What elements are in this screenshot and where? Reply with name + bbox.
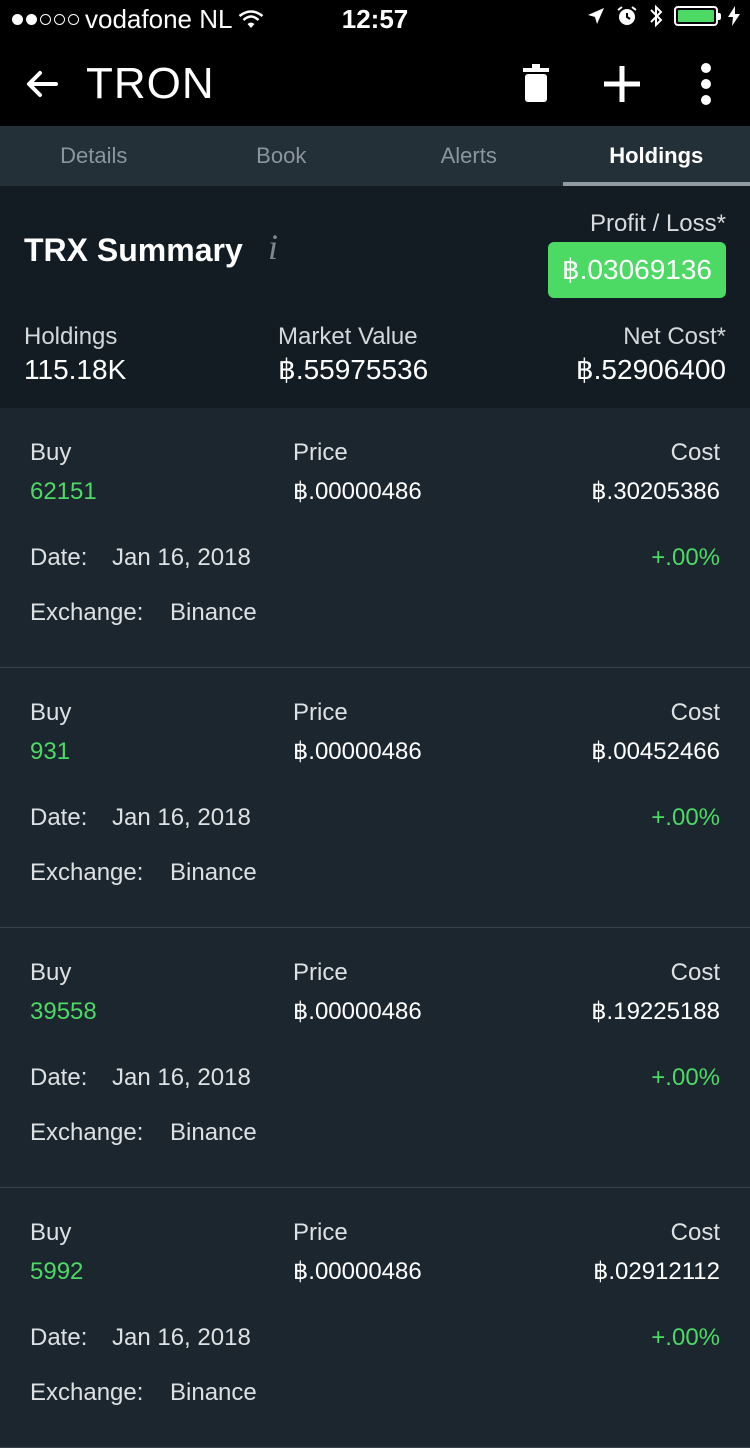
type-label: Buy: [30, 958, 71, 988]
profit-loss-badge: ฿.03069136: [548, 242, 726, 298]
change-percent: +.00%: [651, 1063, 720, 1093]
exchange-value: Binance: [170, 1378, 257, 1408]
net-cost-stat: Net Cost* ฿.52906400: [576, 322, 726, 388]
page-title: TRON: [86, 54, 215, 114]
date-label: Date:: [30, 1323, 87, 1353]
tab-alerts[interactable]: Alerts: [375, 126, 563, 186]
more-vert-icon[interactable]: [682, 60, 730, 108]
holdings-value: 115.18K: [24, 352, 126, 388]
cost-value: ฿.00452466: [591, 737, 720, 767]
price-value: ฿.00000486: [293, 1257, 422, 1287]
exchange-label: Exchange:: [30, 1118, 143, 1148]
tab-details[interactable]: Details: [0, 126, 188, 186]
date-value: Jan 16, 2018: [112, 1063, 251, 1093]
price-value: ฿.00000486: [293, 477, 422, 507]
cost-value: ฿.30205386: [591, 477, 720, 507]
holding-card[interactable]: Buy 931 Price ฿.00000486 Cost ฿.00452466…: [0, 668, 750, 928]
price-label: Price: [293, 958, 348, 988]
date-label: Date:: [30, 543, 87, 573]
cost-label: Cost: [671, 698, 720, 728]
quantity-value: 39558: [30, 997, 97, 1027]
tab-holdings[interactable]: Holdings: [563, 126, 750, 186]
exchange-label: Exchange:: [30, 1378, 143, 1408]
type-label: Buy: [30, 698, 71, 728]
market-value-label: Market Value: [278, 322, 428, 352]
back-arrow-icon[interactable]: [22, 64, 62, 104]
price-label: Price: [293, 438, 348, 468]
quantity-value: 5992: [30, 1257, 83, 1287]
holding-card[interactable]: Buy 62151 Price ฿.00000486 Cost ฿.302053…: [0, 408, 750, 668]
cost-label: Cost: [671, 1218, 720, 1248]
profit-loss-label: Profit / Loss*: [590, 210, 726, 238]
holdings-label: Holdings: [24, 322, 126, 352]
holdings-stat: Holdings 115.18K: [24, 322, 126, 388]
exchange-value: Binance: [170, 1118, 257, 1148]
cost-value: ฿.02912112: [593, 1257, 720, 1287]
app-bar: TRON: [0, 40, 750, 126]
net-cost-value: ฿.52906400: [576, 352, 726, 388]
tab-book[interactable]: Book: [188, 126, 376, 186]
holding-card[interactable]: Buy 5992 Price ฿.00000486 Cost ฿.0291211…: [0, 1188, 750, 1448]
exchange-label: Exchange:: [30, 858, 143, 888]
bluetooth-icon: [648, 4, 664, 28]
type-label: Buy: [30, 438, 71, 468]
exchange-value: Binance: [170, 858, 257, 888]
summary-panel: TRX Summary i Profit / Loss* ฿.03069136 …: [0, 186, 750, 408]
location-arrow-icon: [586, 6, 606, 26]
change-percent: +.00%: [651, 1323, 720, 1353]
cost-value: ฿.19225188: [591, 997, 720, 1027]
alarm-icon: [616, 5, 638, 27]
summary-title: TRX Summary: [24, 232, 243, 269]
quantity-value: 931: [30, 737, 70, 767]
net-cost-label: Net Cost*: [576, 322, 726, 352]
date-value: Jan 16, 2018: [112, 1323, 251, 1353]
date-value: Jan 16, 2018: [112, 543, 251, 573]
market-value-stat: Market Value ฿.55975536: [278, 322, 428, 388]
change-percent: +.00%: [651, 543, 720, 573]
status-icons: [586, 4, 740, 28]
holding-card[interactable]: Buy 39558 Price ฿.00000486 Cost ฿.192251…: [0, 928, 750, 1188]
tab-bar: Details Book Alerts Holdings: [0, 126, 750, 186]
charging-bolt-icon: [728, 6, 740, 26]
date-label: Date:: [30, 1063, 87, 1093]
price-value: ฿.00000486: [293, 737, 422, 767]
date-label: Date:: [30, 803, 87, 833]
price-value: ฿.00000486: [293, 997, 422, 1027]
plus-icon[interactable]: [598, 60, 646, 108]
type-label: Buy: [30, 1218, 71, 1248]
battery-icon: [674, 6, 718, 26]
trash-icon[interactable]: [512, 60, 560, 108]
info-icon[interactable]: i: [268, 226, 278, 268]
cost-label: Cost: [671, 958, 720, 988]
price-label: Price: [293, 698, 348, 728]
date-value: Jan 16, 2018: [112, 803, 251, 833]
exchange-label: Exchange:: [30, 598, 143, 628]
holdings-list: Buy 62151 Price ฿.00000486 Cost ฿.302053…: [0, 408, 750, 1448]
status-bar: vodafone NL 12:57: [0, 0, 750, 40]
exchange-value: Binance: [170, 598, 257, 628]
market-value-value: ฿.55975536: [278, 352, 428, 388]
quantity-value: 62151: [30, 477, 97, 507]
cost-label: Cost: [671, 438, 720, 468]
price-label: Price: [293, 1218, 348, 1248]
change-percent: +.00%: [651, 803, 720, 833]
